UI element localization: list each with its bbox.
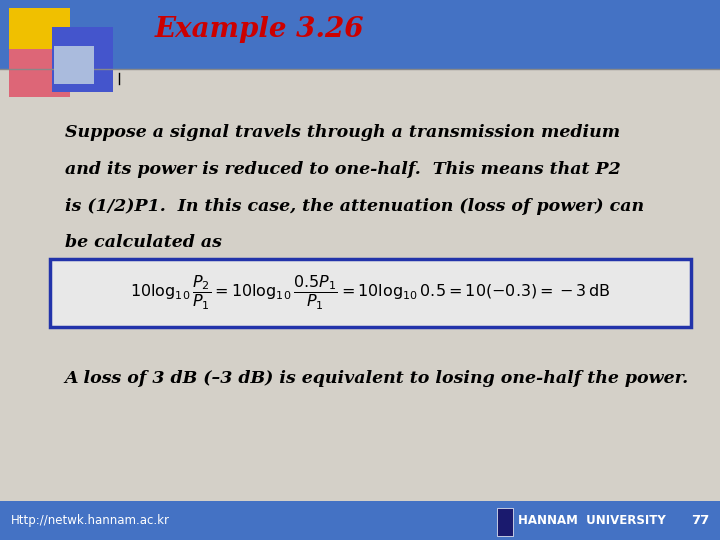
Text: 77: 77 [691,514,709,527]
Bar [9,49,70,97]
Text: be calculated as: be calculated as [65,234,222,251]
Text: HANNAM  UNIVERSITY: HANNAM UNIVERSITY [518,514,666,527]
Bar [0,501,720,540]
Bar [0,0,720,70]
Text: Example 3.26: Example 3.26 [155,16,364,43]
Text: is (1/2)P1.  In this case, the attenuation (loss of power) can: is (1/2)P1. In this case, the attenuatio… [65,198,644,214]
Bar [497,508,513,536]
Bar [52,27,113,92]
Bar [54,46,94,84]
Text: $10 \log_{10} \dfrac{P_2}{P_1} = 10 \log_{10} \dfrac{0.5P_1}{P_1} = 10 \log_{10}: $10 \log_{10} \dfrac{P_2}{P_1} = 10 \log… [130,273,611,312]
Text: and its power is reduced to one-half.  This means that P2: and its power is reduced to one-half. Th… [65,161,621,178]
Text: Http://netwk.hannam.ac.kr: Http://netwk.hannam.ac.kr [11,514,170,527]
FancyBboxPatch shape [50,259,691,327]
Text: Suppose a signal travels through a transmission medium: Suppose a signal travels through a trans… [65,124,620,141]
Bar [9,8,70,57]
Text: A loss of 3 dB (–3 dB) is equivalent to losing one-half the power.: A loss of 3 dB (–3 dB) is equivalent to … [65,370,689,387]
